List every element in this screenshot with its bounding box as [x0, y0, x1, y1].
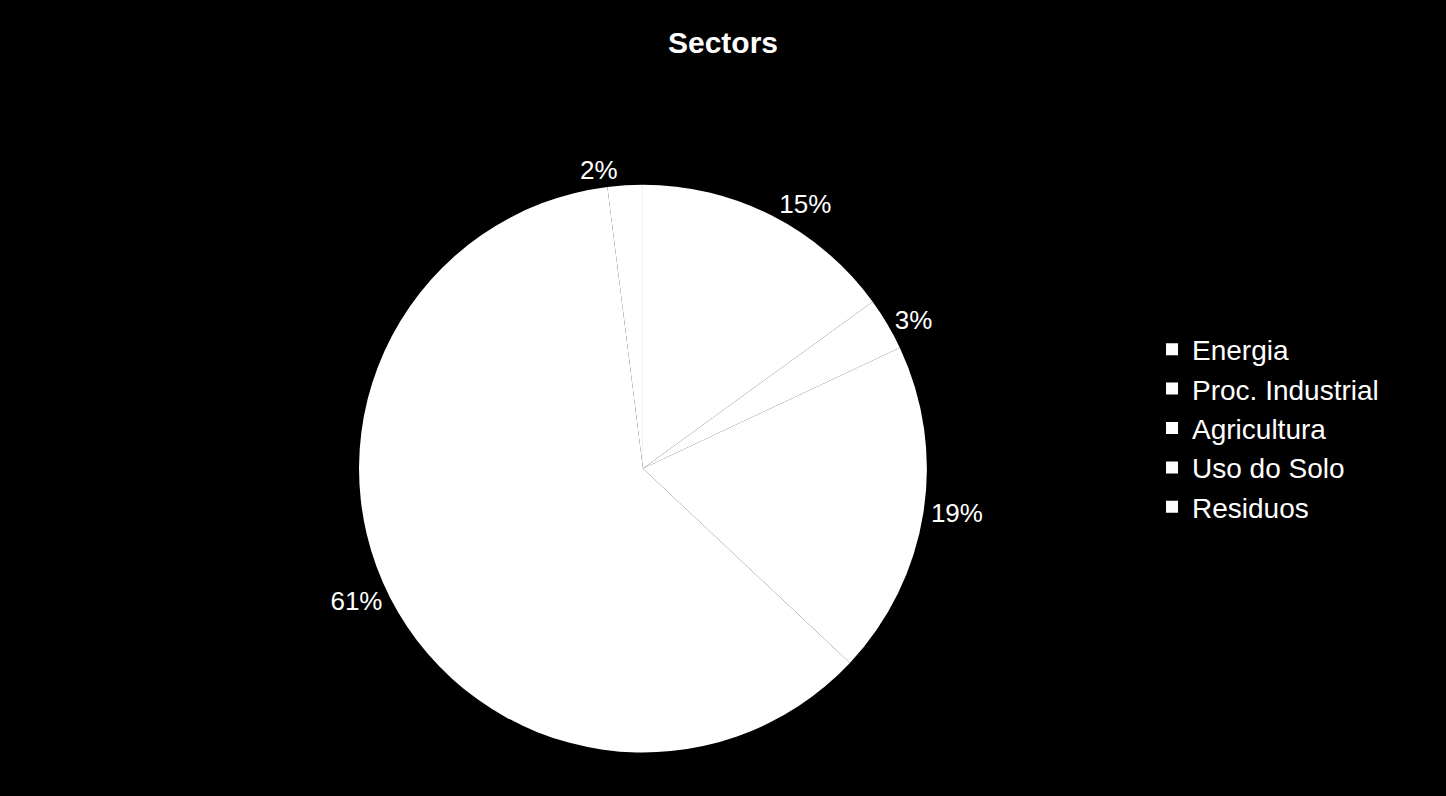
svg-text:Uso do Solo: Uso do Solo [1192, 453, 1345, 484]
svg-text:3%: 3% [895, 305, 933, 335]
svg-text:61%: 61% [330, 586, 382, 616]
svg-text:Residuos: Residuos [1192, 493, 1309, 524]
svg-text:15%: 15% [779, 189, 831, 219]
svg-text:2%: 2% [580, 155, 618, 185]
svg-text:Proc. Industrial: Proc. Industrial [1192, 375, 1379, 406]
svg-text:Agricultura: Agricultura [1192, 414, 1326, 445]
svg-text:Energia: Energia [1192, 335, 1289, 366]
svg-text:19%: 19% [931, 498, 983, 528]
svg-text:Sectors: Sectors [668, 26, 778, 59]
